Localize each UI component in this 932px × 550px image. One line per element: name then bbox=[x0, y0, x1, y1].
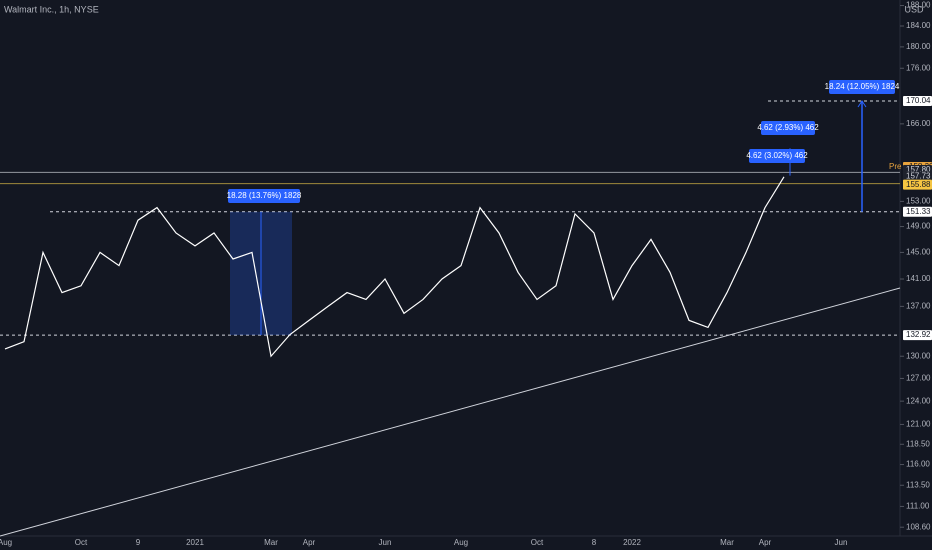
x-tick-label: Aug bbox=[454, 538, 468, 547]
y-tick-label: 137.00 bbox=[906, 301, 931, 310]
price-tag bbox=[903, 179, 932, 190]
y-tick-label: 127.00 bbox=[906, 374, 931, 383]
price-tag-label: 151.33 bbox=[906, 207, 931, 216]
price-tag bbox=[903, 206, 932, 217]
premarket-tag: Pre bbox=[889, 162, 902, 171]
measure-label: 4.62 (2.93%) 462 bbox=[757, 123, 819, 132]
y-tick-label: 153.00 bbox=[906, 196, 931, 205]
x-tick-label: Jun bbox=[379, 538, 392, 547]
y-tick-label: 145.00 bbox=[906, 248, 931, 257]
y-tick-label: 141.00 bbox=[906, 274, 931, 283]
measure-box bbox=[749, 149, 805, 163]
x-tick-label: Oct bbox=[531, 538, 544, 547]
y-tick-label: 113.50 bbox=[906, 480, 930, 489]
price-tag bbox=[903, 330, 932, 341]
x-tick-label: Mar bbox=[264, 538, 278, 547]
trend-line bbox=[0, 287, 901, 537]
y-tick-label: 124.00 bbox=[906, 396, 931, 405]
x-tick-label: 8 bbox=[592, 538, 597, 547]
y-tick-label: 108.60 bbox=[906, 522, 931, 531]
y-tick-label: 166.00 bbox=[906, 119, 931, 128]
y-tick-label: 176.00 bbox=[906, 63, 931, 72]
price-tag bbox=[903, 171, 932, 182]
measure-box bbox=[228, 189, 300, 203]
x-tick-label: Aug bbox=[0, 538, 12, 547]
x-tick-label: Apr bbox=[303, 538, 316, 547]
x-tick-label: Mar bbox=[720, 538, 734, 547]
x-tick-label: 9 bbox=[136, 538, 141, 547]
price-tag-label: 170.04 bbox=[906, 96, 931, 105]
y-tick-label: 116.00 bbox=[906, 460, 930, 469]
measure-label: 18.28 (13.76%) 1828 bbox=[227, 191, 302, 200]
y-tick-label: 184.00 bbox=[906, 21, 931, 30]
y-tick-label: 118.50 bbox=[906, 439, 930, 448]
price-tag-label: 132.92 bbox=[906, 330, 931, 339]
chart-title: Walmart Inc., 1h, NYSE bbox=[4, 4, 99, 14]
x-tick-label: Jun bbox=[835, 538, 848, 547]
x-tick-label: 2022 bbox=[623, 538, 641, 547]
y-tick-label: 149.00 bbox=[906, 222, 931, 231]
x-tick-label: 2021 bbox=[186, 538, 204, 547]
price-line bbox=[4, 176, 785, 358]
x-tick-label: Apr bbox=[759, 538, 772, 547]
measure-arrowhead bbox=[857, 100, 867, 108]
y-tick-label: 180.00 bbox=[906, 42, 931, 51]
y-tick-label: 188.00 bbox=[906, 1, 931, 10]
y-tick-label: 130.00 bbox=[906, 351, 931, 360]
measure-box bbox=[761, 121, 815, 135]
x-tick-label: Oct bbox=[75, 538, 88, 547]
measure-label: 4.62 (3.02%) 462 bbox=[746, 151, 808, 160]
currency: USD bbox=[904, 4, 924, 14]
price-tag-label: 157.73 bbox=[906, 172, 931, 181]
y-tick-label: 111.00 bbox=[906, 502, 930, 511]
price-tag-label: 155.88 bbox=[906, 180, 931, 189]
price-tag bbox=[903, 95, 932, 106]
measure-label: 18.24 (12.05%) 1824 bbox=[825, 82, 900, 91]
price-tag-label: 157.80 bbox=[906, 165, 931, 174]
measure-box bbox=[829, 80, 895, 94]
y-tick-label: 121.00 bbox=[906, 420, 931, 429]
